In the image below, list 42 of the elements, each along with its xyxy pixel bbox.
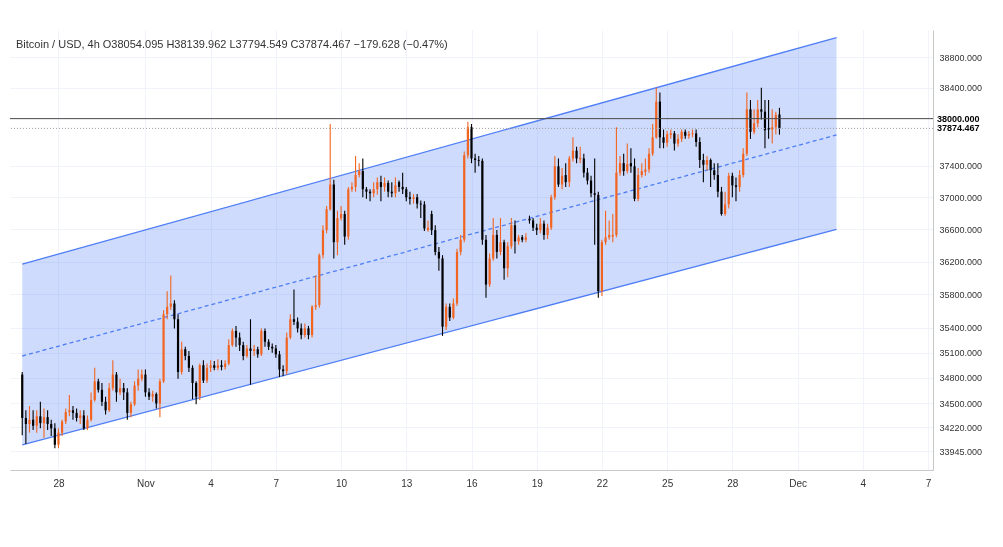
x-tick-label: 16 [466,477,478,489]
candlestick [499,217,502,256]
candlestick [691,128,694,138]
x-tick-label: 10 [336,477,348,489]
y-tick-label: 33945.000 [939,446,983,457]
y-tick-label: 36200.000 [939,257,983,268]
y-tick-label: 38400.000 [939,83,983,94]
y-tick-label: 36600.000 [939,224,983,235]
y-tick-label: 34220.000 [939,422,983,433]
x-tick-label: Dec [789,477,807,489]
candlestick [354,155,357,193]
x-tick-label: Nov [137,477,155,489]
candlestick [423,200,426,232]
ref-line-label: 37874.467 [937,123,980,134]
x-tick-label: 22 [596,477,609,489]
x-tick-label: 13 [401,477,413,489]
y-tick-label: 38800.000 [939,52,983,63]
candlestick [336,210,339,256]
x-tick-label: 7 [925,477,932,489]
x-tick-label: 19 [531,477,544,489]
candlestick [412,193,415,205]
x-tick-label: 28 [53,477,65,489]
candlestick [365,186,368,200]
x-tick-label: 28 [727,477,739,489]
candlestick [557,157,560,188]
x-tick-label: 7 [273,477,280,489]
y-tick-label: 37000.000 [939,192,983,203]
y-tick-label: 35400.000 [939,323,983,334]
y-tick-label: 35100.000 [939,348,983,359]
y-tick-label: 34500.000 [939,398,983,409]
candlestick [220,359,223,371]
y-tick-label: 37400.000 [939,161,983,172]
y-tick-label: 35800.000 [939,289,983,300]
x-tick-label: 4 [860,477,867,489]
x-tick-label: 25 [662,477,674,489]
x-tick-label: 4 [208,477,215,489]
candlestick [394,176,397,198]
y-tick-label: 34800.000 [939,373,983,384]
text: Bitcoin / USD, 4h O38054.095 H38139.962 L37794.549 C37874.467 −179.628 (−0.47%) [16,38,448,50]
candlestick [249,318,252,386]
candlestick [615,126,618,238]
ref-line-label: 38000.000 [937,113,980,124]
